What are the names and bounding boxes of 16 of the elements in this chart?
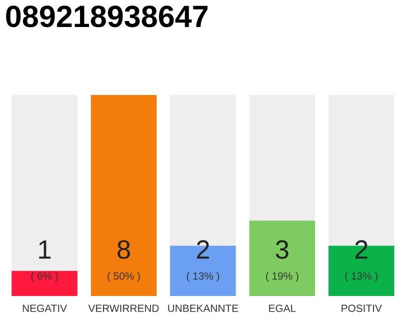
annotation: ( 13% ) bbox=[345, 272, 378, 282]
annotation: ( 19% ) bbox=[266, 272, 298, 282]
x-tick-label: POSITIV bbox=[342, 304, 382, 312]
x-tick-label: NEGATIV bbox=[22, 304, 67, 312]
data-label: 1 bbox=[39, 240, 51, 259]
annotation: ( 6% ) bbox=[31, 272, 58, 282]
chart-title: 089218938647 bbox=[6, 6, 208, 28]
x-tick-label: EGAL bbox=[269, 304, 296, 312]
annotation: ( 13% ) bbox=[186, 272, 220, 282]
bar bbox=[12, 270, 78, 296]
data-label: 3 bbox=[276, 240, 288, 259]
x-tick-label: UNBEKANNTE bbox=[168, 304, 238, 312]
annotation: ( 50% ) bbox=[108, 272, 140, 282]
data-label: 2 bbox=[196, 240, 209, 259]
data-label: 8 bbox=[118, 240, 130, 259]
x-tick-label: VERWIRREND bbox=[88, 304, 159, 312]
